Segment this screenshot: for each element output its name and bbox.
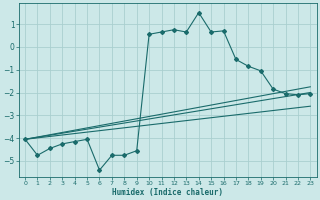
X-axis label: Humidex (Indice chaleur): Humidex (Indice chaleur) (112, 188, 223, 197)
